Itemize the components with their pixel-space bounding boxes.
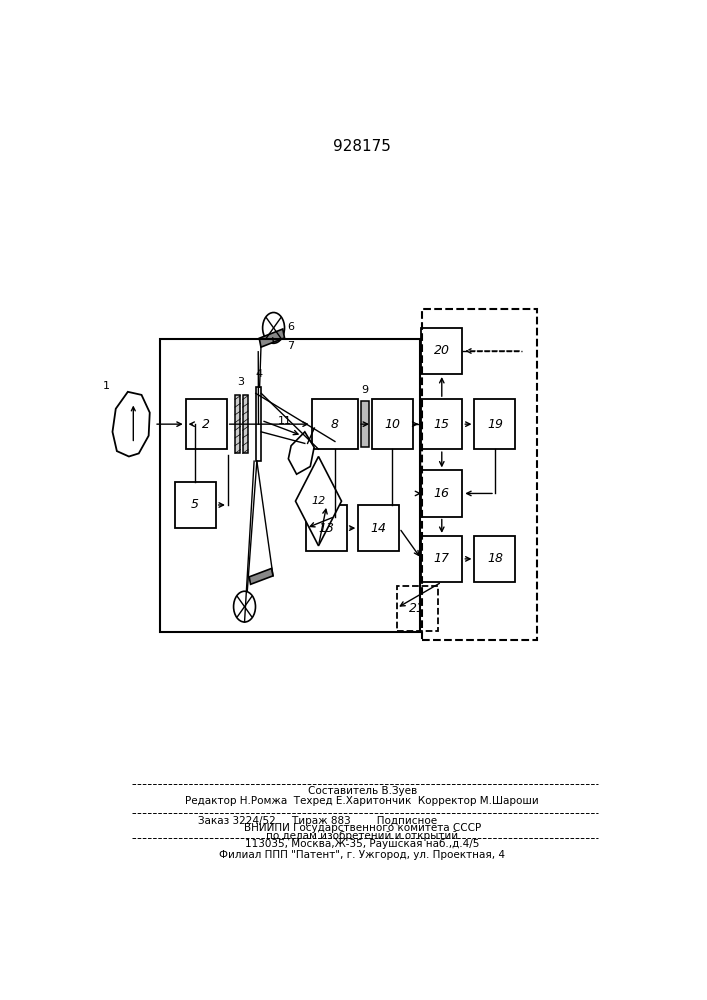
Circle shape — [233, 591, 255, 622]
Text: 4: 4 — [255, 369, 262, 379]
Bar — [474, 536, 515, 582]
Text: 2: 2 — [202, 418, 210, 431]
Text: ВНИИПИ Государственного комитета СССР: ВНИИПИ Государственного комитета СССР — [244, 823, 481, 833]
Text: 14: 14 — [370, 522, 387, 535]
Bar — [160, 339, 420, 632]
Bar — [243, 395, 248, 453]
Bar — [421, 536, 462, 582]
Text: 113035, Москва,Ж-35, Раушская наб.,д.4/5: 113035, Москва,Ж-35, Раушская наб.,д.4/5 — [245, 839, 479, 849]
Polygon shape — [112, 392, 150, 456]
Text: 6: 6 — [287, 322, 294, 332]
Text: 5: 5 — [191, 498, 199, 512]
Bar — [186, 399, 227, 449]
Bar — [421, 309, 537, 640]
Text: по делам изобретений и открытий: по делам изобретений и открытий — [267, 831, 458, 841]
Bar — [306, 505, 347, 551]
Polygon shape — [296, 456, 341, 546]
Bar — [397, 586, 438, 631]
Text: 20: 20 — [434, 344, 450, 358]
Bar — [175, 482, 216, 528]
Bar — [372, 399, 413, 449]
Polygon shape — [288, 432, 314, 474]
Text: Составитель В.Зуев: Составитель В.Зуев — [308, 786, 417, 796]
Text: 7: 7 — [287, 341, 294, 351]
Text: 17: 17 — [434, 552, 450, 565]
Text: 10: 10 — [385, 418, 400, 431]
Polygon shape — [249, 568, 273, 584]
Text: 15: 15 — [434, 418, 450, 431]
Bar — [421, 328, 462, 374]
Bar — [361, 401, 369, 447]
Text: Редактор Н.Ромжа  Техред Е.Харитончик  Корректор М.Шароши: Редактор Н.Ромжа Техред Е.Харитончик Кор… — [185, 796, 539, 806]
Text: 928175: 928175 — [334, 139, 391, 154]
Bar — [358, 505, 399, 551]
Circle shape — [262, 312, 284, 343]
Bar — [312, 399, 358, 449]
Text: 11: 11 — [278, 416, 291, 426]
Text: 8: 8 — [331, 418, 339, 431]
Text: 13: 13 — [319, 522, 334, 535]
Text: 12: 12 — [311, 496, 326, 506]
Text: 19: 19 — [487, 418, 503, 431]
Text: 18: 18 — [487, 552, 503, 565]
Bar — [256, 387, 262, 461]
Polygon shape — [259, 329, 284, 347]
Bar — [474, 399, 515, 449]
Text: 16: 16 — [434, 487, 450, 500]
Text: 3: 3 — [237, 377, 244, 387]
Text: 1: 1 — [103, 381, 110, 391]
Text: 21: 21 — [409, 602, 425, 615]
Text: Заказ 3224/52     Тираж 883        Подписное: Заказ 3224/52 Тираж 883 Подписное — [198, 816, 437, 826]
Bar — [235, 395, 240, 453]
Bar — [421, 470, 462, 517]
Bar — [421, 399, 462, 449]
Text: Филиал ППП "Патент", г. Ужгород, ул. Проектная, 4: Филиал ППП "Патент", г. Ужгород, ул. Про… — [219, 850, 506, 860]
Text: 9: 9 — [361, 385, 368, 395]
